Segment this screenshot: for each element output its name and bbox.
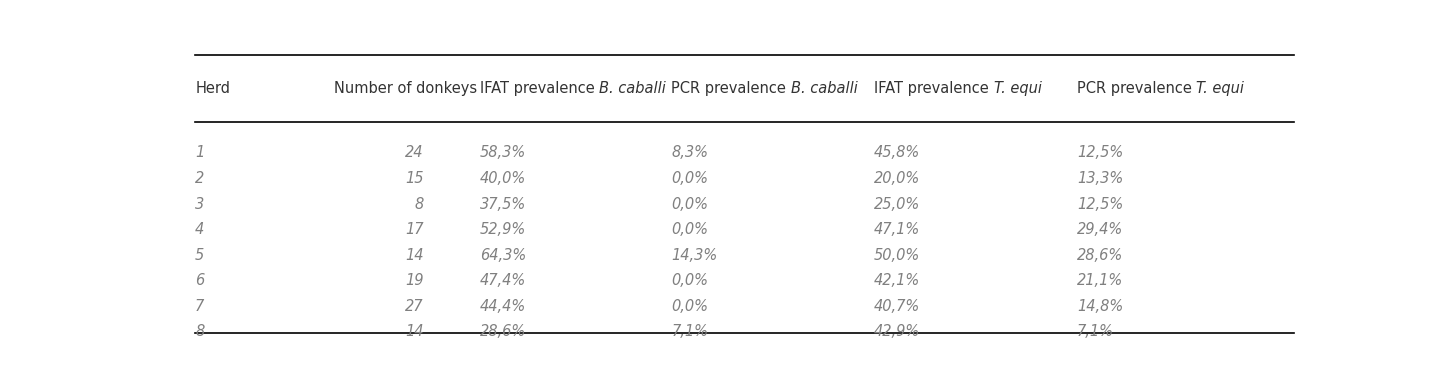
Text: 0,0%: 0,0% bbox=[671, 299, 709, 314]
Text: 0,0%: 0,0% bbox=[671, 197, 709, 211]
Text: 0,0%: 0,0% bbox=[671, 171, 709, 186]
Text: PCR prevalence: PCR prevalence bbox=[671, 81, 790, 96]
Text: PCR prevalence: PCR prevalence bbox=[1077, 81, 1196, 96]
Text: Number of donkeys: Number of donkeys bbox=[334, 81, 477, 96]
Text: 15: 15 bbox=[405, 171, 424, 186]
Text: 2: 2 bbox=[195, 171, 205, 186]
Text: 8: 8 bbox=[414, 197, 424, 211]
Text: 6: 6 bbox=[195, 273, 205, 288]
Text: 4: 4 bbox=[195, 222, 205, 237]
Text: 21,1%: 21,1% bbox=[1077, 273, 1123, 288]
Text: 5: 5 bbox=[195, 248, 205, 263]
Text: 7,1%: 7,1% bbox=[1077, 324, 1114, 339]
Text: 45,8%: 45,8% bbox=[875, 146, 920, 160]
Text: 47,4%: 47,4% bbox=[479, 273, 526, 288]
Text: IFAT prevalence: IFAT prevalence bbox=[875, 81, 994, 96]
Text: 8: 8 bbox=[195, 324, 205, 339]
Text: 14,3%: 14,3% bbox=[671, 248, 718, 263]
Text: 50,0%: 50,0% bbox=[875, 248, 920, 263]
Text: 12,5%: 12,5% bbox=[1077, 146, 1123, 160]
Text: 13,3%: 13,3% bbox=[1077, 171, 1123, 186]
Text: 40,0%: 40,0% bbox=[479, 171, 526, 186]
Text: 14: 14 bbox=[405, 248, 424, 263]
Text: 28,6%: 28,6% bbox=[479, 324, 526, 339]
Text: 42,9%: 42,9% bbox=[875, 324, 920, 339]
Text: 14,8%: 14,8% bbox=[1077, 299, 1123, 314]
Text: T. equi: T. equi bbox=[1196, 81, 1244, 96]
Text: 52,9%: 52,9% bbox=[479, 222, 526, 237]
Text: 19: 19 bbox=[405, 273, 424, 288]
Text: 42,1%: 42,1% bbox=[875, 273, 920, 288]
Text: 3: 3 bbox=[195, 197, 205, 211]
Text: 47,1%: 47,1% bbox=[875, 222, 920, 237]
Text: 40,7%: 40,7% bbox=[875, 299, 920, 314]
Text: 7: 7 bbox=[195, 299, 205, 314]
Text: 44,4%: 44,4% bbox=[479, 299, 526, 314]
Text: 0,0%: 0,0% bbox=[671, 273, 709, 288]
Text: 12,5%: 12,5% bbox=[1077, 197, 1123, 211]
Text: 8,3%: 8,3% bbox=[671, 146, 709, 160]
Text: 24: 24 bbox=[405, 146, 424, 160]
Text: 64,3%: 64,3% bbox=[479, 248, 526, 263]
Text: 7,1%: 7,1% bbox=[671, 324, 709, 339]
Text: 1: 1 bbox=[195, 146, 205, 160]
Text: 17: 17 bbox=[405, 222, 424, 237]
Text: B. caballi: B. caballi bbox=[790, 81, 857, 96]
Text: 25,0%: 25,0% bbox=[875, 197, 920, 211]
Text: 29,4%: 29,4% bbox=[1077, 222, 1123, 237]
Text: T. equi: T. equi bbox=[994, 81, 1042, 96]
Text: 28,6%: 28,6% bbox=[1077, 248, 1123, 263]
Text: 0,0%: 0,0% bbox=[671, 222, 709, 237]
Text: Herd: Herd bbox=[195, 81, 230, 96]
Text: B. caballi: B. caballi bbox=[600, 81, 667, 96]
Text: 58,3%: 58,3% bbox=[479, 146, 526, 160]
Text: 14: 14 bbox=[405, 324, 424, 339]
Text: 20,0%: 20,0% bbox=[875, 171, 920, 186]
Text: 37,5%: 37,5% bbox=[479, 197, 526, 211]
Text: 27: 27 bbox=[405, 299, 424, 314]
Text: IFAT prevalence: IFAT prevalence bbox=[479, 81, 600, 96]
